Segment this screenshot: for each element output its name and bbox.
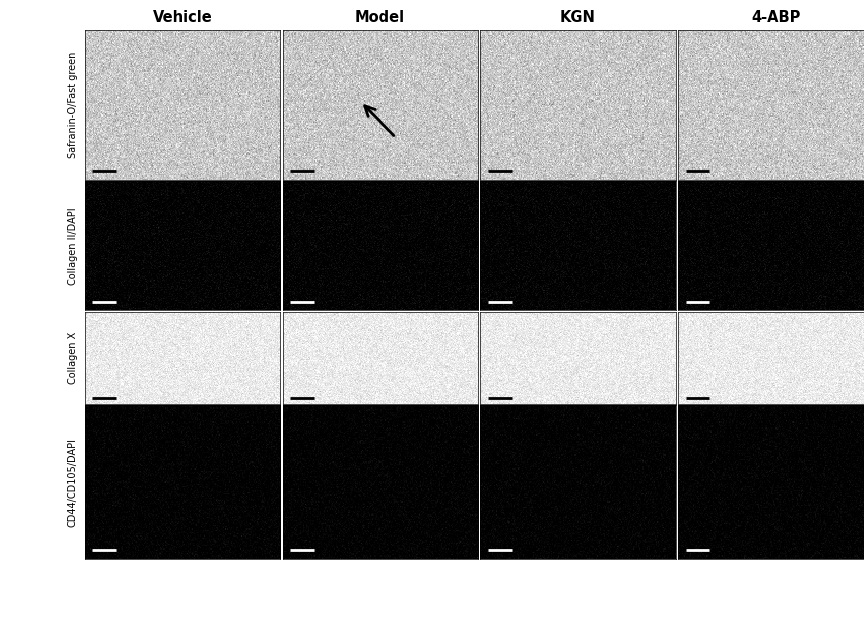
Text: Collagen II/DAPI: Collagen II/DAPI xyxy=(67,207,78,285)
Text: KGN: KGN xyxy=(560,10,596,25)
Text: Collagen X: Collagen X xyxy=(67,332,78,384)
Text: Vehicle: Vehicle xyxy=(152,10,213,25)
Text: Model: Model xyxy=(355,10,405,25)
Text: Safranin-O/Fast green: Safranin-O/Fast green xyxy=(67,51,78,158)
Text: CD44/CD105/DAPI: CD44/CD105/DAPI xyxy=(67,438,78,527)
Text: 4-ABP: 4-ABP xyxy=(751,10,801,25)
